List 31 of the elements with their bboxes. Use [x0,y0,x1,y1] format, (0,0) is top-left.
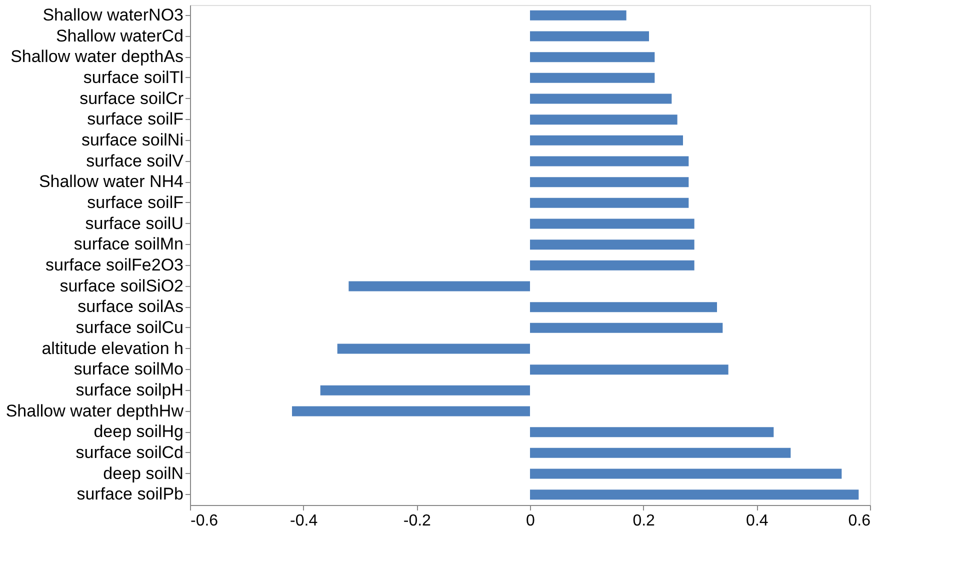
y-tick-label: surface soilU [85,214,184,233]
y-tick-label: surface soilMn [74,234,184,254]
x-tick-label: 0.6 [848,512,871,530]
y-tick-label: surface soilF [87,192,184,212]
x-tick-label: -0.2 [403,512,432,530]
y-tick-label: surface soilpH [76,380,184,400]
y-tick-label: Shallow waterCd [56,26,184,46]
y-tick-label: surface soilF [87,110,184,129]
y-tick-label: Shallow water NH4 [38,172,184,192]
y-tick-label: surface soilCr [80,88,184,108]
y-tick-label: deep soilN [103,464,184,483]
y-tick-label: surface soilNi [81,130,184,150]
x-tick-label: -0.6 [190,512,218,530]
y-tick-label: Shallow water depthAs [10,47,184,66]
y-tick-label: altitude elevation h [42,338,184,358]
y-tick-label: surface soilCu [76,318,184,337]
y-tick-label: surface soilPb [76,484,184,504]
y-tick-label: surface soilSiO2 [60,276,184,296]
y-tick-label: deep soilHg [94,422,184,442]
y-tick-label: surface soilMo [74,360,184,379]
y-tick-label: surface soilFe2O3 [46,255,184,274]
x-tick-label: 0.4 [746,512,768,530]
y-tick-label: surface soilCd [76,442,184,462]
y-tick-label: Shallow waterNO3 [42,5,184,24]
x-tick-label: -0.4 [290,512,318,530]
x-tick-label: 0.2 [632,512,656,530]
y-tick-label: surface soilV [86,151,184,170]
y-tick-label: Shallow water depthHw [6,401,184,420]
x-tick-label: 0 [526,512,536,530]
y-tick-label: surface soilTl [83,68,184,87]
y-tick-label: surface soilAs [78,297,184,316]
